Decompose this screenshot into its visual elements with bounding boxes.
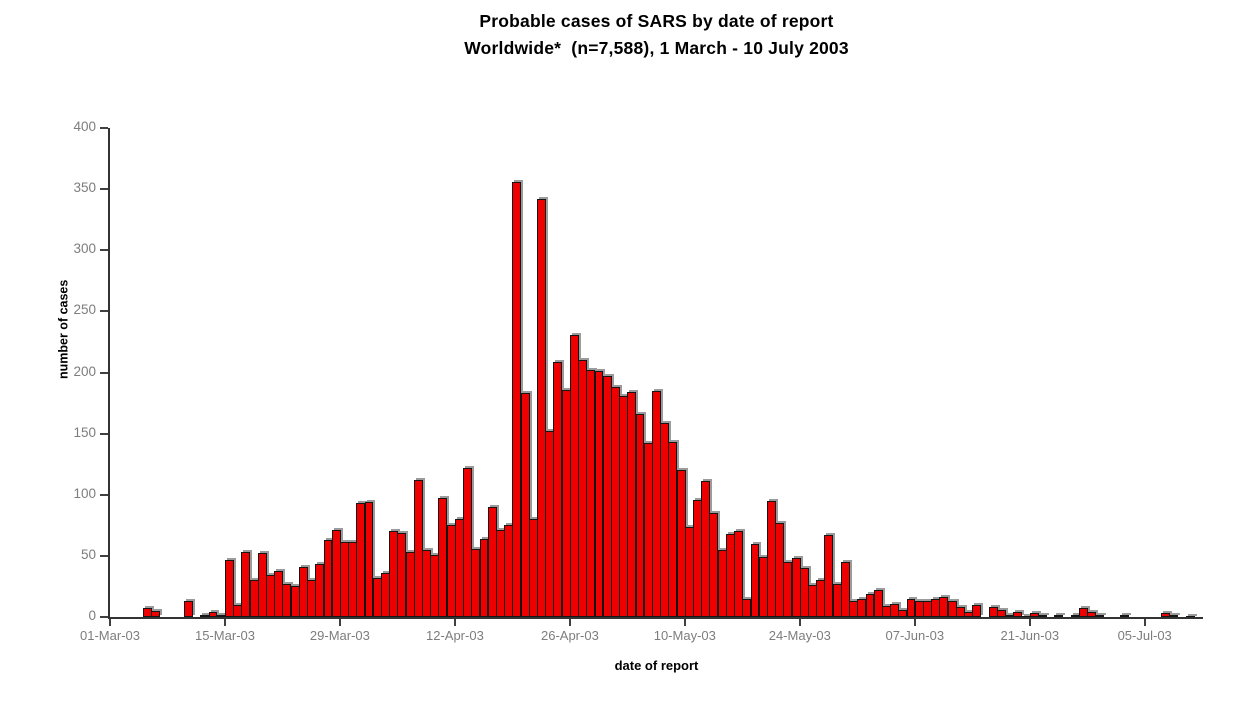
y-axis-tick: [100, 188, 108, 191]
y-axis-tick: [100, 554, 108, 557]
y-axis-tick: [100, 371, 108, 374]
x-tick-label: 26-Apr-03: [540, 628, 599, 643]
y-tick-label: 250: [73, 302, 96, 318]
x-axis-line: [108, 617, 1203, 619]
bar: [1037, 614, 1047, 617]
chart-title-line2: Worldwide* (n=7,588), 1 March - 10 July …: [464, 38, 849, 58]
y-tick-label: 50: [80, 546, 96, 562]
y-tick-label: 350: [73, 180, 96, 196]
bar: [1095, 614, 1105, 617]
x-tick-label: 12-Apr-03: [425, 628, 484, 643]
y-axis-line: [108, 128, 110, 619]
x-axis-tick: [224, 619, 226, 626]
y-axis-tick: [100, 310, 108, 313]
bar: [364, 502, 374, 617]
y-tick-label: 150: [73, 424, 96, 440]
bar: [734, 531, 744, 617]
x-tick-label: 07-Jun-03: [885, 628, 945, 643]
bar: [972, 604, 982, 617]
x-axis-label: date of report: [614, 658, 699, 673]
bar: [520, 393, 530, 617]
y-tick-label: 200: [73, 363, 96, 379]
bar: [183, 601, 193, 617]
y-axis-tick: [100, 616, 108, 618]
bar: [224, 559, 234, 617]
bar: [537, 198, 546, 617]
bar: [824, 535, 834, 617]
x-tick-label: 05-Jul-03: [1117, 628, 1172, 643]
chart-title-line1: Probable cases of SARS by date of report: [479, 11, 834, 31]
y-tick-label: 100: [73, 485, 96, 501]
bar: [463, 467, 473, 617]
bar: [840, 561, 850, 617]
y-tick-label: 400: [73, 119, 96, 134]
x-tick-label: 21-Jun-03: [1000, 628, 1060, 643]
y-axis-tick: [100, 493, 108, 496]
y-axis-tick: [100, 432, 108, 435]
bar: [151, 610, 160, 617]
x-tick-label: 29-Mar-03: [309, 628, 370, 643]
x-axis-tick: [453, 619, 456, 626]
bar: [1054, 614, 1064, 617]
x-axis-tick: [338, 619, 341, 626]
bar: [996, 609, 1006, 617]
bar: [955, 607, 965, 617]
y-tick-label: 0: [88, 608, 96, 623]
x-axis-tick: [568, 619, 571, 626]
bar: [1120, 614, 1129, 617]
x-axis-tick: [798, 619, 801, 626]
bar: [873, 590, 883, 617]
x-tick-label: 15-Mar-03: [195, 628, 255, 643]
x-tick-label: 10-May-03: [653, 628, 716, 643]
chart-title: Probable cases of SARS by date of report…: [110, 8, 1203, 62]
x-axis-tick: [683, 619, 686, 626]
x-axis-tick: [913, 619, 916, 626]
bar: [1169, 614, 1179, 617]
y-tick-label: 300: [73, 241, 96, 257]
y-axis-tick: [100, 249, 108, 252]
y-axis-tick: [100, 127, 108, 129]
bar: [413, 480, 423, 617]
bar: [1013, 612, 1023, 617]
x-axis-tick: [1143, 619, 1146, 626]
x-tick-label: 24-May-03: [768, 628, 831, 643]
x-axis-tick: [1028, 619, 1031, 626]
x-tick-label: 01-Mar-03: [80, 628, 140, 643]
x-axis-tick: [109, 619, 111, 626]
